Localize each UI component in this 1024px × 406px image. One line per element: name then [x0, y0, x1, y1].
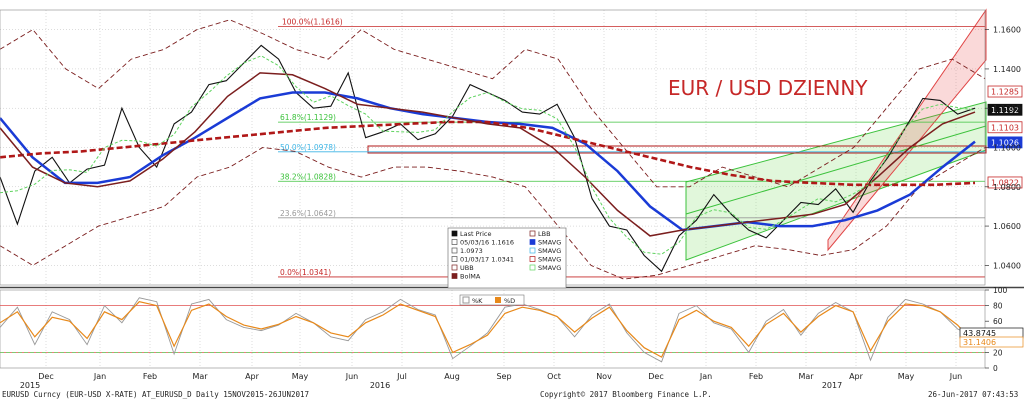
legend-swatch	[451, 264, 458, 271]
legend-label: Last Price	[460, 230, 491, 238]
x-tick-month: Apr	[849, 372, 864, 381]
series-line	[0, 72, 976, 237]
fib-level-label: 61.8%(1.1129)	[280, 113, 336, 122]
legend-label: SMAVG	[538, 247, 561, 255]
x-tick-month: Dec	[38, 372, 53, 381]
legend-swatch	[451, 256, 458, 262]
price-tag-label: 1.1192	[991, 106, 1019, 115]
x-tick-month: Feb	[143, 372, 157, 381]
upper-bollinger-band	[0, 19, 986, 188]
price-tag-label: 1.1026	[991, 138, 1019, 147]
legend-swatch	[529, 247, 536, 254]
series-line	[0, 44, 976, 273]
chart-title: EUR / USD DZIENNY	[668, 76, 868, 100]
price-tag-label: 1.1103	[991, 123, 1019, 132]
footer-copyright: Copyright© 2017 Bloomberg Finance L.P.	[540, 390, 712, 399]
legend-label: UBB	[460, 264, 474, 272]
fib-level-label: 23.6%(1.0642)	[280, 209, 336, 218]
price-tag-label: 1.0822	[991, 178, 1019, 187]
price-tag	[987, 176, 1023, 189]
x-tick-year: 2015	[20, 381, 40, 390]
price-tag	[987, 103, 1023, 116]
fib-level-label: 38.2%(1.0828)	[280, 172, 336, 181]
fib-level-label: 50.0%(1.0978)	[280, 143, 336, 152]
legend-swatch	[451, 239, 458, 245]
legend-label: SMAVG	[538, 239, 561, 247]
price-tag	[987, 121, 1023, 134]
x-tick-year: 2016	[370, 381, 390, 390]
price-tag	[987, 85, 1023, 98]
legend-swatch	[451, 273, 458, 279]
x-tick-month: Mar	[192, 372, 208, 381]
x-tick-month: Mar	[798, 372, 814, 381]
x-tick-month: Jun	[949, 372, 963, 381]
osc-legend-swatch	[495, 297, 501, 303]
x-tick-month: Aug	[444, 372, 460, 381]
channel-midline	[685, 125, 987, 215]
legend-swatch	[529, 230, 536, 237]
osc-legend-label: %K	[472, 297, 483, 305]
short-smavg-line	[0, 55, 976, 255]
legend-label: 01/03/17 1.0341	[460, 256, 514, 264]
legend-swatch	[451, 247, 458, 254]
x-tick-month: May	[292, 372, 309, 381]
y-tick-label: 1.1400	[993, 65, 1021, 74]
footer-ticker: EURUSD Curncy (EUR-USD X-RATE) AT_EURUSD…	[2, 390, 310, 399]
x-tick-month: Sep	[496, 372, 511, 381]
x-tick-month: Jul	[396, 372, 407, 381]
legend-swatch	[529, 256, 536, 262]
y-tick-label: 1.1000	[993, 144, 1021, 153]
legend-label: BolMA	[460, 273, 481, 281]
osc-y-tick-label: 100	[993, 286, 1008, 295]
x-tick-month: Feb	[749, 372, 763, 381]
x-tick-month: Jan	[699, 372, 712, 381]
y-tick-label: 1.1600	[993, 26, 1021, 35]
x-tick-year: 2017	[822, 381, 842, 390]
y-tick-label: 1.1200	[993, 104, 1021, 113]
osc-d-line	[0, 301, 976, 358]
osc-value-tag-label: 43.8745	[963, 329, 996, 338]
legend-label: SMAVG	[538, 264, 561, 272]
legend-label: LBB	[538, 230, 551, 238]
y-tick-label: 1.0600	[993, 222, 1021, 231]
y-tick-label: 1.0400	[993, 261, 1021, 270]
y-tick-label: 1.0800	[993, 183, 1021, 192]
x-tick-month: Jan	[93, 372, 106, 381]
legend-box	[447, 227, 567, 289]
osc-y-tick-label: 80	[993, 302, 1003, 311]
legend-swatch	[451, 230, 458, 237]
legend-label: SMAVG	[538, 256, 561, 264]
osc-y-tick-label: 0	[993, 364, 998, 373]
lower-bollinger-band	[0, 147, 986, 280]
trend-channel	[827, 8, 987, 252]
osc-y-tick-label: 60	[993, 317, 1003, 326]
fib-level-label: 100.0%(1.1616)	[282, 18, 343, 27]
footer-timestamp: 26-Jun-2017 07:43:53	[928, 390, 1019, 399]
osc-value-tag-label: 31.1406	[963, 338, 996, 347]
x-tick-month: Dec	[648, 372, 663, 381]
x-tick-month: Oct	[547, 372, 561, 381]
osc-legend-box	[459, 294, 525, 306]
osc-y-tick-label: 20	[993, 348, 1003, 357]
x-tick-month: Apr	[245, 372, 260, 381]
price-tag-label: 1.1285	[991, 88, 1019, 97]
legend-label: 05/03/16 1.1616	[460, 239, 514, 247]
series-line	[0, 120, 976, 187]
resistance-box	[367, 145, 987, 154]
price-tag	[987, 136, 1023, 149]
footer: EURUSD Curncy (EUR-USD X-RATE) AT_EURUSD…	[0, 390, 1024, 401]
osc-value-tag	[959, 336, 1024, 348]
x-tick-month: May	[898, 372, 915, 381]
legend-label: 1.0973	[460, 247, 483, 255]
osc-legend-swatch	[462, 296, 470, 304]
legend-swatch	[529, 264, 536, 271]
osc-legend-label: %D	[504, 297, 515, 305]
x-tick-month: Jun	[345, 372, 359, 381]
fib-level-label: 0.0%(1.0341)	[280, 268, 331, 277]
x-tick-month: Nov	[596, 372, 612, 381]
legend-swatch	[529, 239, 536, 245]
